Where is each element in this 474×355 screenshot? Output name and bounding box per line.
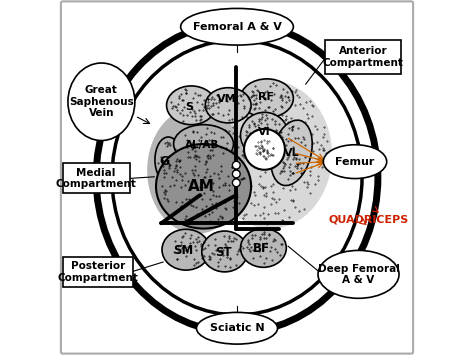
Text: Great
Saphenous
Vein: Great Saphenous Vein (69, 85, 134, 118)
Ellipse shape (197, 312, 277, 344)
Ellipse shape (318, 250, 399, 298)
Text: ST: ST (215, 246, 232, 259)
Text: Anterior
Compartment: Anterior Compartment (322, 46, 403, 68)
Ellipse shape (240, 112, 288, 158)
Circle shape (232, 179, 240, 187)
Text: AL/AB: AL/AB (184, 140, 219, 150)
Ellipse shape (205, 88, 251, 123)
Ellipse shape (147, 107, 246, 234)
Text: VI: VI (258, 127, 271, 137)
Text: Posterior
Compartment: Posterior Compartment (57, 261, 138, 283)
Ellipse shape (244, 129, 285, 170)
Circle shape (232, 170, 240, 178)
Text: RF: RF (258, 92, 274, 102)
Ellipse shape (173, 125, 234, 163)
Text: Medial
Compartment: Medial Compartment (55, 168, 137, 189)
Text: Sciatic N: Sciatic N (210, 323, 264, 333)
Ellipse shape (166, 86, 216, 125)
Text: S: S (185, 102, 193, 112)
Ellipse shape (156, 144, 251, 229)
Text: Deep Femoral
A & V: Deep Femoral A & V (318, 263, 400, 285)
Text: Femoral A & V: Femoral A & V (192, 22, 282, 32)
FancyBboxPatch shape (63, 257, 133, 287)
Ellipse shape (240, 79, 293, 118)
Ellipse shape (202, 231, 247, 272)
Ellipse shape (323, 145, 387, 179)
Circle shape (232, 161, 240, 169)
Text: G: G (159, 155, 169, 168)
Text: VM: VM (217, 94, 237, 104)
Text: AM: AM (188, 179, 215, 194)
Ellipse shape (155, 137, 182, 183)
Ellipse shape (181, 9, 293, 45)
Text: Femur: Femur (335, 157, 374, 166)
Ellipse shape (240, 229, 286, 267)
Text: BF: BF (253, 242, 270, 255)
Ellipse shape (68, 63, 135, 141)
Ellipse shape (162, 229, 210, 270)
FancyBboxPatch shape (63, 163, 129, 193)
Ellipse shape (271, 120, 312, 186)
FancyBboxPatch shape (325, 40, 401, 73)
Ellipse shape (209, 81, 332, 229)
Text: SM: SM (173, 244, 193, 257)
Ellipse shape (96, 22, 378, 333)
Text: QUADRICEPS: QUADRICEPS (329, 215, 409, 225)
Text: VL: VL (284, 148, 300, 158)
